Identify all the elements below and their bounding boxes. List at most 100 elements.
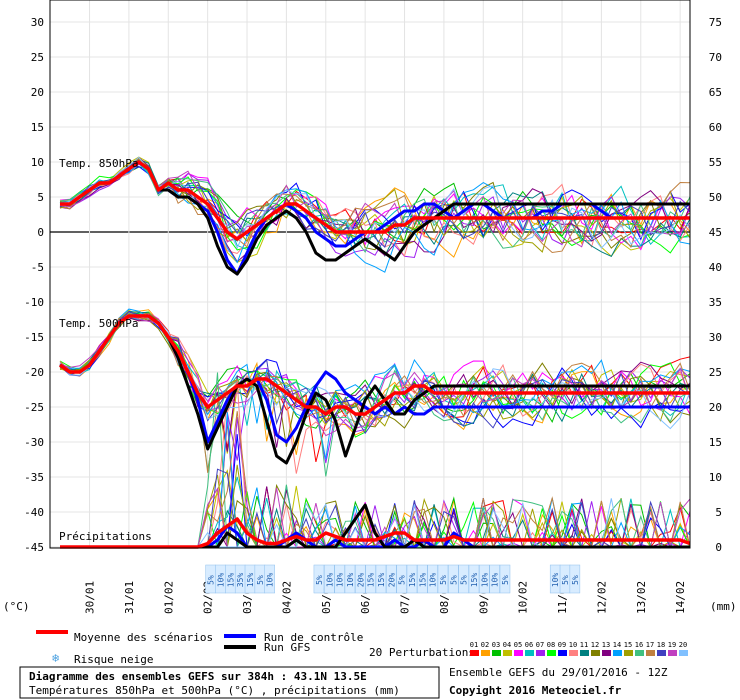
y-right-tick-label: 20 [709, 401, 722, 414]
snow-risk-cell [417, 564, 428, 594]
legend: Moyenne des scénarios Run de contrôle Ru… [36, 630, 688, 666]
y-left-tick-label: -30 [24, 436, 44, 449]
right-axis-unit: (mm) [710, 600, 737, 613]
perturbation-swatch [668, 650, 677, 656]
snow-risk-cell [313, 564, 325, 594]
y-left-tick-label: -5 [31, 261, 44, 274]
snowflake-icon: ❄ [52, 651, 59, 665]
legend-mean-label: Moyenne des scénarios [74, 631, 213, 644]
snow-risk-cell [406, 564, 418, 594]
snow-risk-value: 10% [266, 573, 275, 588]
perturbation-id: 12 [591, 641, 599, 649]
y-right-tick-label: 25 [709, 366, 722, 379]
snow-risk-cell [324, 564, 335, 594]
y-right-tick-label: 15 [709, 436, 722, 449]
legend-control-label: Run de contrôle [264, 631, 363, 644]
snow-risk-value: 5% [501, 575, 510, 585]
perturbation-id: 17 [646, 641, 654, 649]
perturbation-swatch [635, 650, 644, 656]
x-tick-label: 31/01 [123, 581, 136, 614]
y-left-tick-label: 15 [31, 121, 44, 134]
perturbation-id: 16 [635, 641, 643, 649]
y-right-tick-label: 45 [709, 226, 722, 239]
chart-title: Diagramme des ensembles GEFS sur 384h : … [29, 670, 367, 683]
perturbation-swatch [602, 650, 611, 656]
footer-box [19, 666, 440, 699]
snow-risk-cell [569, 564, 581, 594]
perturbation-swatch [613, 650, 622, 656]
perturbation-swatch [492, 650, 501, 656]
y-left-tick-label: 5 [37, 191, 44, 204]
series-mean-precip [60, 517, 691, 549]
y-right-tick-label: 0 [715, 541, 722, 554]
x-tick-label: 13/02 [635, 581, 648, 614]
snow-risk-value: 5% [460, 575, 469, 585]
y-left-tick-label: -35 [24, 471, 44, 484]
perturbation-swatch [646, 650, 655, 656]
snow-risk-value: 10% [346, 573, 355, 588]
legend-perturbations-label: 20 Perturbations [369, 646, 475, 659]
perturbation-legend: 01 02 03 04 05 06 07 08 09 10 11 12 13 14 15 16 17 18 19 20 [470, 641, 688, 656]
perturbation-swatch [514, 650, 523, 656]
x-tick-label: 01/02 [162, 581, 175, 614]
snow-risk-value: 15% [246, 573, 255, 588]
y-left-tick-label: 20 [31, 86, 44, 99]
x-tick-label: 10/02 [517, 581, 530, 614]
snow-risk-value: 5% [398, 575, 407, 585]
y-left-tick-label: -40 [24, 506, 44, 519]
snow-risk-value: 15% [418, 573, 427, 588]
perturbation-swatch [569, 650, 578, 656]
y-right-tick-label: 35 [709, 296, 722, 309]
snow-risk-value: 15% [408, 573, 417, 588]
snow-risk-value: 5% [256, 575, 265, 585]
snow-risk-cell [448, 564, 459, 594]
snow-risk-value: 10% [325, 573, 334, 588]
snow-risk-cell [264, 564, 275, 594]
x-tick-label: 14/02 [674, 581, 687, 614]
y-left-tick-label: -15 [24, 331, 44, 344]
perturbation-swatch [547, 650, 556, 656]
perturbation-id: 05 [514, 641, 522, 649]
y-left-tick-label: -45 [24, 541, 44, 554]
perturbation-id: 06 [525, 641, 533, 649]
snow-risk-cell [437, 564, 449, 594]
perturbation-id: 14 [613, 641, 621, 649]
perturbation-id: 07 [536, 641, 544, 649]
perturbation-swatch [580, 650, 589, 656]
y-right-tick-label: 40 [709, 261, 722, 274]
series-gfs-t850 [60, 160, 690, 276]
snow-risk-value: 5% [207, 575, 216, 585]
perturbation-id: 13 [602, 641, 610, 649]
y-left-tick-label: 25 [31, 51, 44, 64]
y-right-tick-label: 30 [709, 331, 722, 344]
snow-risk-cell [344, 564, 356, 594]
series-mean-t500 [58, 314, 690, 416]
snow-risk-cell [479, 564, 490, 594]
footer-run-info: Ensemble GEFS du 29/01/2016 - 12Z [449, 666, 668, 679]
snow-risk-cell [375, 564, 387, 594]
y-right-tick-label: 55 [709, 156, 722, 169]
snow-risk-cell [489, 564, 500, 594]
snow-risk-value: 15% [226, 573, 235, 588]
legend-gfs-label: Run GFS [264, 641, 310, 654]
snow-risk-cell [468, 564, 480, 594]
label-t850: Temp. 850hPa [59, 157, 138, 170]
snow-risk-value: 35% [236, 573, 245, 588]
y-left-tick-label: 10 [31, 156, 44, 169]
perturbation-swatch [481, 650, 490, 656]
snow-risk-cell [458, 564, 469, 594]
perturbation-swatch [503, 650, 512, 656]
y-left-tick-label: -20 [24, 366, 44, 379]
label-t500: Temp. 500hPa [59, 317, 138, 330]
snow-risk-value: 5% [561, 575, 570, 585]
perturbation-swatch [657, 650, 666, 656]
y-left-tick-label: 0 [37, 226, 44, 239]
snow-risk-value: 10% [217, 573, 226, 588]
y-left-tick-label: -10 [24, 296, 44, 309]
snow-risk-bar: 5% 10% 15% 35% 15% 5% 10% 5% 10% 10% 10% 20% 15% 15% 2… [205, 564, 581, 594]
perturbation-id: 20 [679, 641, 687, 649]
perturbation-swatch [525, 650, 534, 656]
perturbation-id: 19 [668, 641, 676, 649]
x-tick-label: 04/02 [280, 581, 293, 614]
